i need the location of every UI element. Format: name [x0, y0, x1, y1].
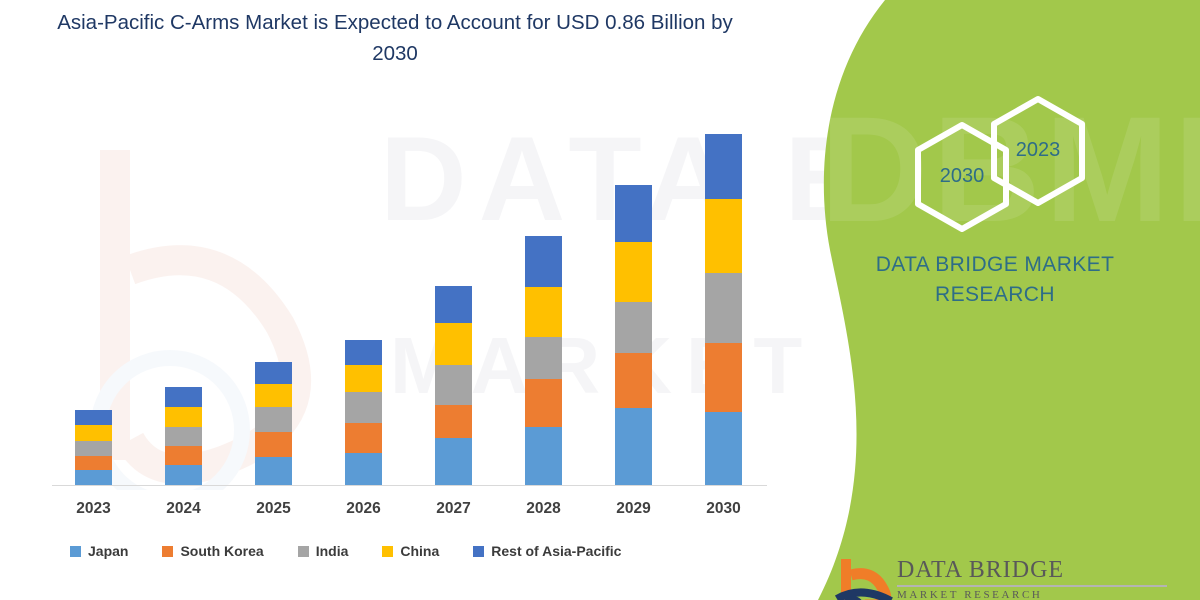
legend-swatch-icon [473, 545, 485, 557]
chart-legend: Japan South Korea India China Rest of Asia-P… [70, 540, 655, 562]
brand-name-line1: DATA BRIDGE MARKET [875, 253, 1115, 276]
brand-panel: DBMR 2030 2023 DATA BRIDGE MARKET RESEAR… [790, 0, 1200, 600]
bar-column [615, 185, 652, 485]
bar-segment [255, 362, 292, 384]
bar-segment [255, 457, 292, 485]
x-axis-line [52, 485, 767, 486]
bar-column [435, 286, 472, 485]
bar-column [345, 340, 382, 485]
x-axis-label: 2027 [436, 500, 471, 517]
bar-segment [75, 410, 112, 425]
brand-name: DATA BRIDGE MARKET RESEARCH [790, 250, 1200, 311]
bar-segment [435, 438, 472, 485]
bar-segment [165, 407, 202, 427]
bar-segment [705, 343, 742, 412]
legend-swatch-icon [297, 545, 309, 557]
bar-segment [435, 323, 472, 365]
chart-title: Asia-Pacific C-Arms Market is Expected t… [57, 11, 733, 65]
legend-item[interactable]: China [382, 543, 439, 559]
chart-region: DATA BRIDGE MARKET RESEARCH Asia-Pacific… [0, 11, 830, 562]
plot-area [52, 134, 767, 486]
bar-segment [435, 365, 472, 405]
brand-name-line2: RESEARCH [935, 283, 1055, 307]
legend-swatch-icon [162, 545, 174, 557]
bar-segment [255, 384, 292, 407]
bar-segment [615, 185, 652, 242]
bar-segment [75, 456, 112, 470]
x-axis-label: 2023 [76, 500, 111, 517]
bar-segment [705, 199, 742, 273]
brand-logo: DATA BRIDGE MARKET RESEARCH [834, 555, 1175, 600]
legend-swatch-icon [382, 545, 394, 557]
legend-item[interactable]: Japan [70, 543, 128, 559]
bar-segment [345, 423, 382, 453]
bridge-logo-icon [834, 555, 895, 600]
hexagon-group: 2030 2023 [910, 95, 1170, 245]
bar-segment [255, 407, 292, 432]
hexagon-2023-label: 2023 [1015, 139, 1061, 161]
bar-segment [615, 242, 652, 302]
bar-segment [615, 302, 652, 353]
bar-segment [75, 441, 112, 456]
bar-segment [435, 405, 472, 438]
bar-segment [345, 365, 382, 392]
bar-segment [705, 134, 742, 199]
bar-segment [525, 287, 562, 337]
bar-segment [165, 465, 202, 485]
legend-label: China [400, 543, 440, 559]
bar-column [255, 362, 292, 485]
bar-segment [345, 392, 382, 423]
legend-label: South Korea [180, 543, 264, 559]
bar-segment [165, 387, 202, 407]
bar-segment [75, 425, 112, 441]
legend-label: Rest of Asia-Pacific [491, 543, 622, 559]
bar-segment [525, 337, 562, 379]
bar-segment [165, 427, 202, 446]
legend-item[interactable]: India [297, 543, 349, 559]
bar-segment [525, 379, 562, 427]
brand-logo-text: DATA BRIDGE MARKET RESEARCH [897, 557, 1167, 600]
hexagon-2030: 2030 [912, 121, 1012, 233]
x-axis-label: 2030 [706, 500, 741, 517]
bar-segment [255, 432, 292, 457]
bar-segment [615, 408, 652, 485]
bar-column [165, 387, 202, 485]
x-axis-label: 2029 [616, 500, 651, 517]
bar-segment [615, 353, 652, 408]
legend-swatch-icon [70, 545, 81, 557]
brand-logo-subtitle: MARKET RESEARCH [897, 585, 1167, 600]
brand-panel-shape [818, 0, 1200, 600]
x-axis-label: 2028 [526, 500, 561, 517]
legend-item[interactable]: South Korea [162, 543, 264, 559]
legend-label: India [315, 543, 349, 559]
x-axis-label: 2025 [256, 500, 291, 517]
bar-segment [165, 446, 202, 465]
bar-segment [345, 340, 382, 365]
legend-item[interactable]: Rest of Asia-Pacific [473, 543, 621, 559]
x-axis-tick-labels: 2023 2024 2025 2026 2027 2028 2029 2030 [0, 500, 830, 526]
bar-column [705, 134, 742, 485]
hexagon-2030-label: 2030 [939, 165, 985, 187]
bar-segment [525, 236, 562, 287]
bar-column [525, 236, 562, 485]
bar-segment [435, 286, 472, 323]
x-axis-label: 2024 [166, 500, 201, 517]
bar-segment [345, 453, 382, 485]
x-axis-label: 2026 [346, 500, 381, 517]
brand-logo-title: DATA BRIDGE [897, 557, 1065, 583]
bar-segment [75, 470, 112, 485]
hexagon-2023: 2023 [988, 95, 1088, 207]
bar-segment [525, 427, 562, 485]
bar-segment [705, 412, 742, 485]
bar-segment [705, 273, 742, 343]
bar-column [75, 410, 112, 485]
legend-label: Japan [88, 543, 129, 559]
